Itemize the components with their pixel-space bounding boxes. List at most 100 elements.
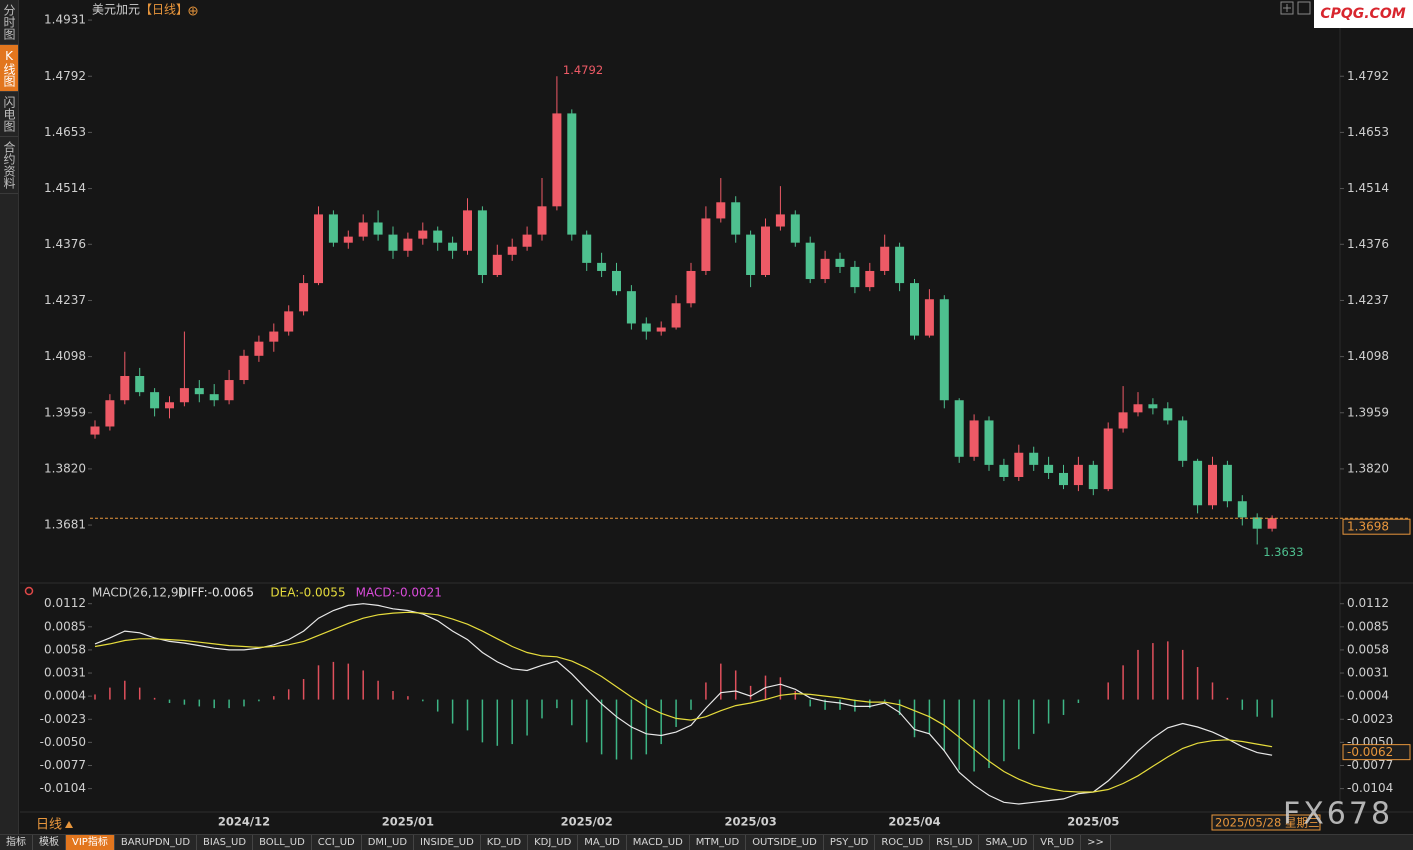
- toolbar-tab[interactable]: ROC_UD: [875, 835, 931, 850]
- period-arrow[interactable]: [65, 821, 73, 828]
- cursor-date-box: [1211, 814, 1321, 831]
- toolbar-tab[interactable]: KD_UD: [481, 835, 529, 850]
- y-tick-label-right: 0.0058: [1347, 642, 1389, 656]
- candle-body: [165, 402, 174, 409]
- dea-line: [94, 611, 1273, 793]
- candle-body: [1237, 501, 1247, 518]
- candle-body: [492, 254, 502, 276]
- candle-body: [880, 246, 890, 271]
- indicator-icon[interactable]: [24, 586, 34, 596]
- candle-body: [209, 394, 219, 401]
- candle-body: [1148, 404, 1158, 409]
- candle-body: [463, 210, 472, 251]
- toolbar-tab[interactable]: VR_UD: [1034, 835, 1082, 850]
- candle-body: [194, 388, 204, 395]
- y-tick-label: 0.0031: [44, 666, 86, 680]
- x-tick-label: 2025/05: [1067, 815, 1119, 829]
- y-tick-label: 0.0058: [44, 642, 86, 656]
- diff-line: [94, 603, 1273, 805]
- y-tick-label: 1.4237: [44, 293, 86, 307]
- candle-body: [179, 388, 189, 403]
- candle-body: [1059, 472, 1068, 486]
- toolbar-tab[interactable]: PSY_UD: [824, 835, 876, 850]
- candle-body: [254, 341, 264, 356]
- toolbar-tab[interactable]: >>: [1081, 835, 1111, 850]
- y-tick-label-right: -0.0077: [1347, 758, 1393, 772]
- toolbar-tab[interactable]: BIAS_UD: [197, 835, 254, 850]
- legend-macd: MACD:-0.0021: [356, 586, 442, 600]
- y-tick-label: 1.4514: [44, 181, 86, 195]
- sidebar-tab[interactable]: 闪电图: [0, 92, 18, 137]
- legend-diff: DIFF:-0.0065: [178, 586, 254, 600]
- candle-body: [746, 234, 756, 276]
- candle-body: [1088, 464, 1098, 490]
- candle-body: [343, 236, 353, 243]
- x-tick-label: 2025/01: [382, 815, 434, 829]
- x-tick-label: 2025/03: [724, 815, 776, 829]
- cursor-value-box: [1342, 744, 1411, 761]
- window-icons[interactable]: [1280, 1, 1311, 15]
- candle-body: [1193, 460, 1203, 506]
- toolbar-tab[interactable]: RSI_UD: [930, 835, 980, 850]
- candle-body: [403, 238, 413, 251]
- y-tick-label: -0.0023: [40, 712, 86, 726]
- y-tick-label-right: -0.0104: [1347, 781, 1393, 795]
- toolbar-tab[interactable]: VIP指标: [66, 835, 115, 850]
- toolbar-tab[interactable]: MACD_UD: [627, 835, 690, 850]
- legend-dea: DEA:-0.0055: [270, 586, 345, 600]
- candle-body: [224, 380, 234, 401]
- watermark: FX678: [1283, 797, 1393, 832]
- y-tick-label-right: 1.3959: [1347, 405, 1389, 419]
- y-tick-label-right: 1.4514: [1347, 181, 1389, 195]
- y-tick-label-right: 1.4098: [1347, 349, 1389, 363]
- y-tick-label: 1.4653: [44, 125, 86, 139]
- toolbar-tab[interactable]: 模板: [33, 835, 66, 850]
- toolbar-tab[interactable]: MA_UD: [578, 835, 627, 850]
- candle-body: [761, 226, 770, 276]
- candle-body: [537, 206, 547, 235]
- toolbar-tab[interactable]: 指标: [0, 835, 33, 850]
- toolbar-tab[interactable]: OUTSIDE_UD: [746, 835, 824, 850]
- x-tick-label: 2025/04: [888, 815, 940, 829]
- sidebar-tab[interactable]: 合约资料: [0, 137, 18, 194]
- candle-body: [388, 234, 398, 251]
- y-tick-label: -0.0104: [40, 781, 86, 795]
- sidebar-tab[interactable]: 分时图: [0, 0, 18, 45]
- y-tick-label: 0.0085: [44, 619, 86, 633]
- last-price-box: [1342, 518, 1411, 535]
- y-tick-label-right: 0.0004: [1347, 689, 1389, 703]
- y-tick-label: 1.4098: [44, 349, 86, 363]
- y-tick-label: 0.0004: [44, 689, 86, 703]
- candle-body: [135, 375, 145, 393]
- logo: CPQG.COM: [1320, 6, 1405, 22]
- candle-body: [597, 262, 607, 271]
- toolbar-tab[interactable]: CCI_UD: [312, 835, 362, 850]
- candle-body: [448, 242, 458, 251]
- high-label: 1.4792: [563, 63, 603, 77]
- candle-body: [582, 234, 592, 263]
- toolbar-tab[interactable]: BARUPDN_UD: [115, 835, 198, 850]
- candle-body: [269, 331, 279, 342]
- cursor-date: 2025/05/28 星期三: [1215, 816, 1319, 830]
- candle-body: [522, 234, 532, 247]
- toolbar-tab[interactable]: INSIDE_UD: [414, 835, 481, 850]
- candle-body: [924, 299, 934, 336]
- logo-box: [1314, 0, 1413, 28]
- add-icon[interactable]: [188, 6, 198, 16]
- candle-body: [910, 283, 919, 336]
- low-label: 1.3633: [1263, 545, 1303, 559]
- sidebar-tab[interactable]: K线图: [0, 45, 18, 92]
- toolbar-tab[interactable]: DMI_UD: [362, 835, 415, 850]
- toolbar-tab[interactable]: SMA_UD: [979, 835, 1035, 850]
- y-tick-label: 1.4931: [44, 13, 86, 27]
- period-label[interactable]: 日线: [36, 818, 62, 833]
- toolbar-tab[interactable]: MTM_UD: [690, 835, 747, 850]
- candle-body: [984, 420, 994, 465]
- y-tick-label-right: 0.0112: [1347, 596, 1389, 610]
- cursor-value: -0.0062: [1347, 745, 1393, 759]
- toolbar-tab[interactable]: BOLL_UD: [253, 835, 312, 850]
- toolbar-tab[interactable]: KDJ_UD: [528, 835, 579, 850]
- y-tick-label: 1.3820: [44, 461, 86, 475]
